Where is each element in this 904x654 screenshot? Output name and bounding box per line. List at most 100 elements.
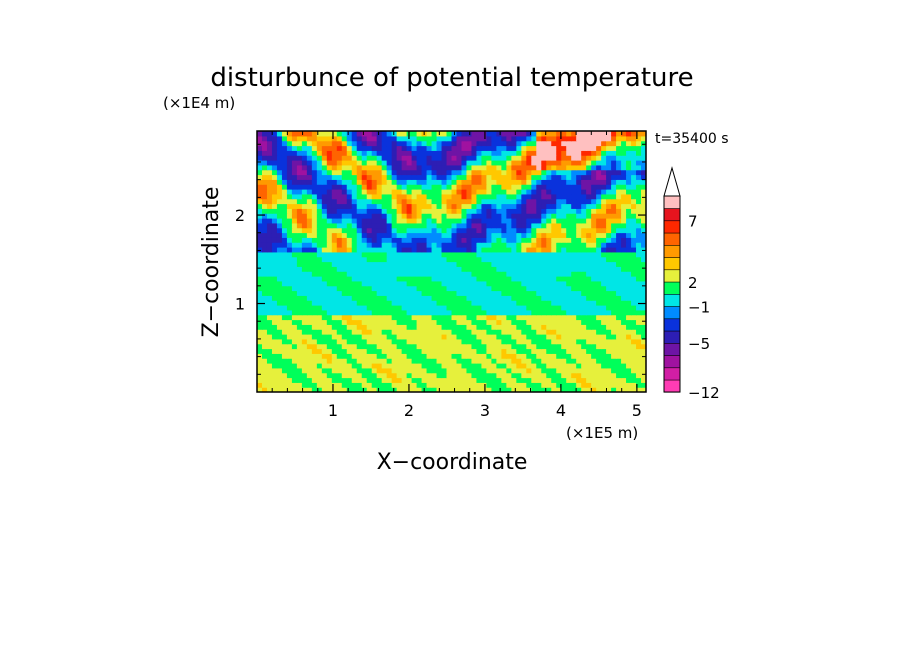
heatmap-cell — [496, 314, 502, 321]
heatmap-cell — [401, 251, 408, 258]
heatmap-cell — [321, 131, 328, 137]
heatmap-cell — [466, 324, 473, 330]
heatmap-cell — [316, 334, 323, 340]
heatmap-cell — [416, 367, 423, 374]
heatmap-cell — [351, 338, 358, 345]
heatmap-cell — [461, 309, 468, 316]
heatmap-cell — [296, 135, 303, 142]
heatmap-cell — [571, 169, 577, 176]
heatmap-cell — [321, 213, 328, 219]
heatmap-cell — [431, 155, 438, 161]
heatmap-cell — [431, 184, 438, 190]
heatmap-cell — [431, 198, 438, 205]
heatmap-cell — [516, 300, 522, 306]
heatmap-cell — [326, 290, 333, 296]
heatmap-cell — [466, 203, 473, 209]
heatmap-cell — [261, 305, 268, 311]
heatmap-cell — [306, 280, 313, 287]
heatmap-cell — [491, 184, 497, 190]
heatmap-cell — [576, 203, 582, 209]
heatmap-cell — [526, 247, 532, 253]
heatmap-cell — [436, 348, 443, 354]
heatmap-cell — [356, 160, 363, 166]
heatmap-cell — [366, 203, 373, 209]
heatmap-cell — [406, 198, 413, 205]
heatmap-cell — [511, 261, 517, 267]
heatmap-cell — [476, 261, 483, 267]
heatmap-cell — [326, 174, 333, 180]
heatmap-cell — [286, 329, 293, 335]
heatmap-cell — [326, 367, 333, 374]
heatmap-cell — [576, 208, 582, 214]
heatmap-cell — [551, 179, 557, 185]
heatmap-cell — [451, 280, 458, 287]
heatmap-cell — [426, 377, 433, 383]
heatmap-cell — [456, 140, 463, 147]
heatmap-cell — [481, 256, 488, 263]
heatmap-cell — [631, 189, 637, 195]
heatmap-cell — [536, 358, 542, 364]
heatmap-cell — [591, 353, 597, 359]
heatmap-cell — [576, 343, 582, 350]
heatmap-cell — [451, 208, 458, 214]
heatmap-cell — [601, 198, 607, 205]
heatmap-cell — [276, 261, 283, 267]
heatmap-cell — [351, 382, 358, 388]
heatmap-cell — [331, 169, 338, 176]
heatmap-cell — [606, 280, 612, 287]
heatmap-cell — [571, 218, 577, 224]
heatmap-cell — [376, 150, 383, 156]
heatmap-cell — [451, 343, 458, 350]
heatmap-cell — [611, 334, 617, 340]
heatmap-cell — [516, 290, 522, 296]
heatmap-cell — [316, 300, 323, 306]
heatmap-cell — [456, 387, 463, 392]
heatmap-cell — [406, 305, 413, 311]
heatmap-cell — [466, 348, 473, 354]
heatmap-cell — [481, 193, 488, 200]
heatmap-cell — [501, 324, 507, 330]
heatmap-cell — [261, 150, 268, 156]
heatmap-cell — [286, 334, 293, 340]
heatmap-cell — [516, 203, 522, 209]
heatmap-cell — [561, 174, 567, 180]
heatmap-cell — [636, 387, 642, 392]
heatmap-cell — [401, 324, 408, 330]
heatmap-cell — [376, 256, 383, 263]
heatmap-cell — [531, 377, 537, 383]
heatmap-cell — [471, 285, 478, 292]
heatmap-cell — [626, 382, 632, 388]
heatmap-cell — [546, 271, 552, 277]
heatmap-cell — [391, 334, 398, 340]
heatmap-cell — [641, 372, 646, 379]
heatmap-cell — [261, 338, 268, 345]
heatmap-cell — [436, 208, 443, 214]
heatmap-cell — [461, 295, 468, 301]
heatmap-cell — [316, 276, 323, 282]
heatmap-cell — [606, 387, 612, 392]
heatmap-cell — [346, 242, 353, 248]
heatmap-cell — [311, 363, 318, 369]
heatmap-cell — [531, 135, 537, 142]
heatmap-cell — [291, 334, 298, 340]
heatmap-cell — [276, 169, 283, 176]
heatmap-cell — [341, 213, 348, 219]
heatmap-cell — [581, 363, 587, 369]
heatmap-cell — [551, 256, 557, 263]
heatmap-cell — [581, 338, 587, 345]
heatmap-cell — [416, 222, 423, 229]
heatmap-cell — [466, 300, 473, 306]
heatmap-cell — [626, 334, 632, 340]
heatmap-cell — [456, 174, 463, 180]
heatmap-cell — [461, 169, 468, 176]
heatmap-cell — [571, 208, 577, 214]
heatmap-cell — [506, 343, 512, 350]
heatmap-cell — [376, 358, 383, 364]
heatmap-cell — [306, 164, 313, 171]
heatmap-cell — [561, 155, 567, 161]
heatmap-cell — [316, 290, 323, 296]
heatmap-cell — [301, 319, 308, 325]
heatmap-cell — [471, 203, 478, 209]
heatmap-cell — [371, 309, 378, 316]
heatmap-cell — [351, 179, 358, 185]
